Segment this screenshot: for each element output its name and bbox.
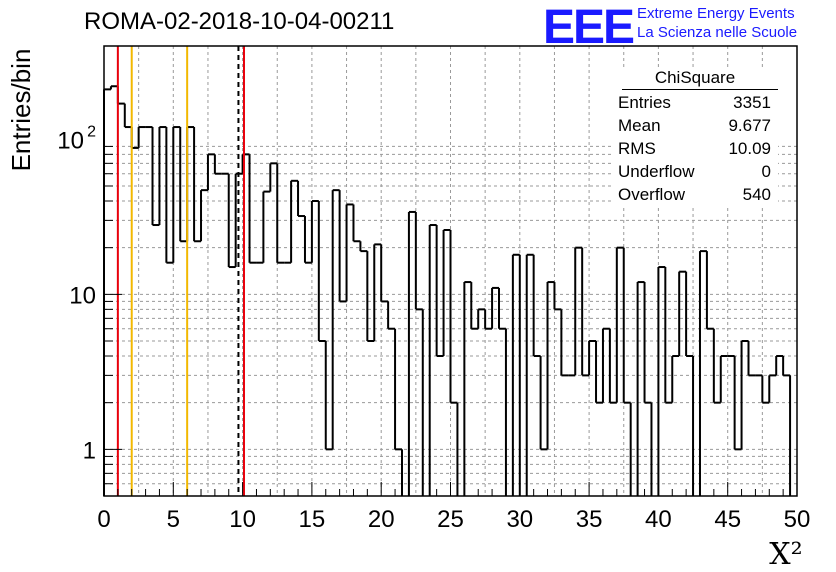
y-tick-exponent: 2 (87, 123, 96, 140)
reference-lines (116, 46, 245, 496)
stats-divider (622, 89, 778, 90)
logo-line-1: Extreme Energy Events (637, 5, 795, 22)
logo-caption: Extreme Energy Events La Scienza nelle S… (637, 4, 797, 42)
stats-row-underflow: Underflow 0 (618, 162, 771, 184)
stats-key: RMS (618, 139, 656, 158)
stats-value: 540 (742, 185, 771, 204)
x-tick-label: 5 (167, 506, 180, 533)
x-tick-label: 45 (714, 506, 741, 533)
eee-logo: EEE (543, 1, 635, 54)
stats-value: 9.677 (728, 116, 771, 135)
stats-row-mean: Mean 9.677 (618, 116, 771, 138)
y-tick-label: 10 (57, 127, 84, 154)
histogram (103, 85, 792, 496)
stats-row-overflow: Overflow 540 (618, 185, 771, 207)
stats-key: Entries (618, 93, 671, 112)
x-tick-label: 25 (437, 506, 464, 533)
x-axis-label: X² (769, 537, 802, 572)
stats-key: Mean (618, 116, 661, 135)
stats-key: Underflow (618, 162, 695, 181)
y-axis-label: Entries/bin (6, 49, 36, 172)
x-tick-label: 50 (784, 506, 811, 533)
logo-line-2: La Scienza nelle Scuole (637, 24, 798, 41)
y-tick-label: 10 (69, 282, 96, 309)
stats-row-entries: Entries 3351 (618, 93, 771, 115)
x-tick-label: 15 (299, 506, 326, 533)
x-tick-label: 20 (368, 506, 395, 533)
x-tick-label: 35 (576, 506, 603, 533)
x-tick-label: 40 (645, 506, 672, 533)
stats-box-title: ChiSquare (654, 68, 736, 87)
axes (103, 45, 798, 497)
stats-value: 0 (761, 162, 771, 181)
stats-box: ChiSquare Entries 3351 Mean 9.677 RMS 10… (612, 67, 778, 208)
chart-title: ROMA-02-2018-10-04-00211 (84, 8, 395, 35)
stats-value: 3351 (733, 93, 771, 112)
grid-lines (104, 46, 797, 496)
stats-key: Overflow (618, 185, 686, 204)
stats-value: 10.09 (728, 139, 771, 158)
x-tick-label: 30 (506, 506, 533, 533)
x-tick-label: 10 (229, 506, 256, 533)
x-tick-label: 0 (97, 506, 110, 533)
stats-row-rms: RMS 10.09 (618, 139, 771, 161)
y-tick-label: 1 (83, 437, 96, 464)
